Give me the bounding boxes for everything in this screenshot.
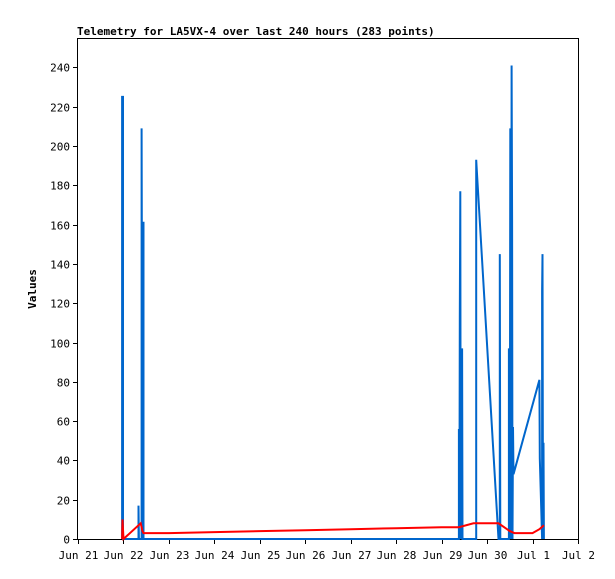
x-tick-label: Jun 25: [241, 549, 281, 562]
x-tick-label: Jun 28: [377, 549, 417, 562]
y-tick-label: 40: [57, 455, 70, 468]
x-axis: Jun 21 Jun 22 Jun 23 Jun 24 Jun 25 Jun 26 Jun …: [59, 539, 595, 562]
series-line-2: [121, 519, 545, 542]
x-tick-label: Jun 26: [286, 549, 326, 562]
y-tick-label: 160: [50, 220, 70, 233]
y-tick-label: 240: [50, 62, 70, 75]
y-tick-label: 60: [57, 416, 70, 429]
x-tick-label: Jun 24: [195, 549, 235, 562]
y-tick-label: 220: [50, 102, 70, 115]
y-axis: 0 20 40 60 80 100 120 140 160 180 200 220 240: [50, 62, 78, 547]
y-tick-label: 140: [50, 259, 70, 272]
y-tick-label: 120: [50, 298, 70, 311]
x-tick-label: Jul 2: [562, 549, 595, 562]
y-tick-label: 20: [57, 495, 70, 508]
y-tick-label: 0: [63, 534, 70, 547]
x-tick-label: Jun 29: [423, 549, 463, 562]
y-tick-label: 180: [50, 180, 70, 193]
y-tick-label: 80: [57, 377, 70, 390]
x-tick-label: Jul 1: [517, 549, 550, 562]
x-tick-label: Jun 23: [150, 549, 190, 562]
series-line-1: [121, 65, 545, 540]
y-tick-label: 200: [50, 141, 70, 154]
series-layer: [121, 65, 545, 542]
chart-title: Telemetry for LA5VX-4 over last 240 hour…: [77, 25, 435, 38]
x-tick-label: Jun 27: [332, 549, 372, 562]
y-axis-label: Values: [26, 269, 39, 309]
x-tick-label: Jun 30: [468, 549, 508, 562]
x-tick-label: Jun 22: [104, 549, 144, 562]
x-tick-label: Jun 21: [59, 549, 99, 562]
y-tick-label: 100: [50, 338, 70, 351]
